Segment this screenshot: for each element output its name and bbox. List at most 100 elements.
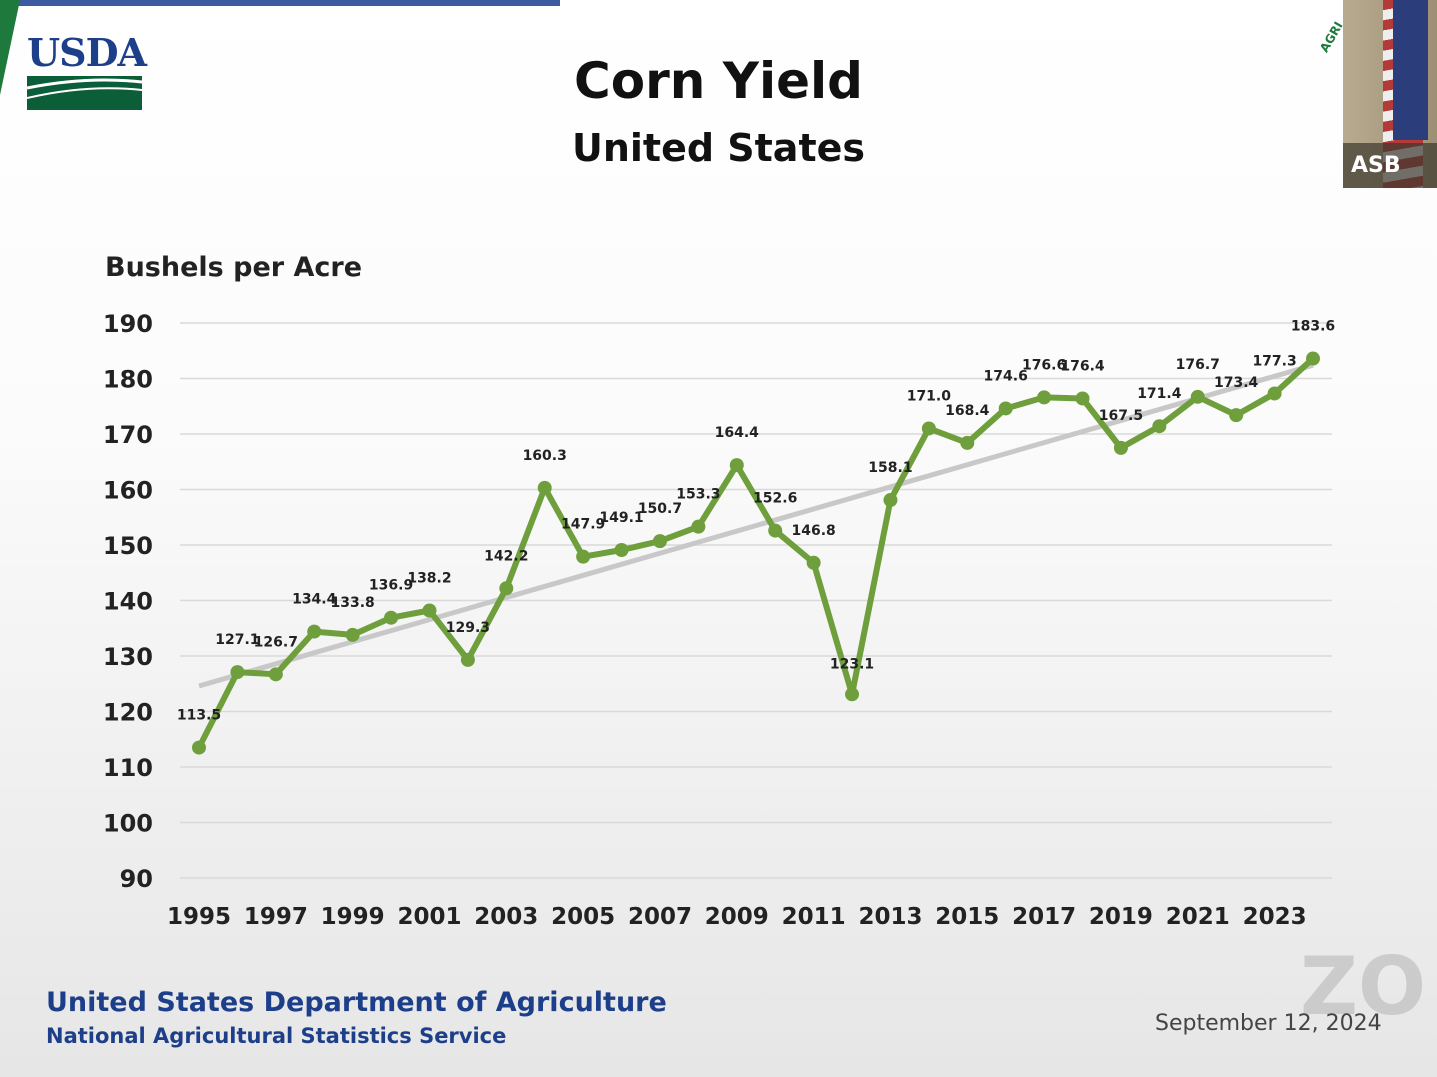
y-tick-label: 180 <box>103 366 153 394</box>
data-label: 126.7 <box>254 634 298 650</box>
data-label: 149.1 <box>599 510 643 526</box>
x-tick-label: 1995 <box>167 904 231 930</box>
data-label: 136.9 <box>369 578 413 594</box>
trend-line <box>198 362 1314 689</box>
x-tick-label: 2011 <box>782 904 846 930</box>
y-tick-label: 160 <box>103 477 153 505</box>
x-tick-label: 1997 <box>244 904 308 930</box>
data-label: 129.3 <box>446 620 490 636</box>
y-tick-label: 110 <box>103 754 153 782</box>
data-point <box>192 740 206 755</box>
x-tick-label: 1999 <box>321 904 385 930</box>
data-point <box>1190 389 1205 404</box>
data-label: 173.4 <box>1214 375 1259 391</box>
y-tick-label: 100 <box>103 810 153 838</box>
data-label: 134.4 <box>292 592 337 608</box>
data-point <box>1075 391 1090 406</box>
data-point <box>1037 390 1052 405</box>
y-tick-label: 170 <box>103 421 153 449</box>
top-accent-bar <box>0 0 560 6</box>
y-tick-label: 150 <box>103 532 153 560</box>
usda-logo: USDA <box>27 30 147 114</box>
x-tick-label: 2023 <box>1243 904 1307 930</box>
participant-name: ASB <box>1343 143 1437 188</box>
data-point <box>576 549 591 564</box>
x-tick-label: 2009 <box>705 904 769 930</box>
data-point <box>768 523 783 538</box>
y-tick-label: 140 <box>103 588 153 616</box>
data-point <box>499 581 514 596</box>
x-tick-label: 2021 <box>1166 904 1230 930</box>
footer-service: National Agricultural Statistics Service <box>46 1024 507 1048</box>
zoom-watermark: ZO <box>1300 940 1427 1033</box>
data-point <box>1152 419 1167 434</box>
data-label: 113.5 <box>177 708 221 724</box>
x-tick-label: 2001 <box>397 904 461 930</box>
data-point <box>268 667 283 682</box>
data-label: 153.3 <box>676 487 720 503</box>
data-label: 123.1 <box>830 656 874 672</box>
video-thumbnail[interactable]: ASB <box>1343 0 1437 188</box>
data-label: 176.6 <box>1022 357 1066 373</box>
data-label: 168.4 <box>945 403 990 419</box>
y-tick-label: 190 <box>103 310 153 338</box>
chart-title: Corn Yield <box>574 52 863 110</box>
data-point <box>1229 408 1244 423</box>
data-label: 177.3 <box>1252 353 1296 369</box>
data-label: 183.6 <box>1291 319 1335 335</box>
chart-subtitle: United States <box>571 126 866 170</box>
data-point <box>345 627 360 642</box>
data-point <box>691 519 706 534</box>
data-point <box>307 624 322 639</box>
logo-text: USDA <box>27 30 147 75</box>
data-label: 171.4 <box>1137 386 1182 402</box>
x-tick-label: 2005 <box>551 904 615 930</box>
data-label: 174.6 <box>984 368 1028 384</box>
data-point <box>652 534 667 549</box>
x-tick-label: 2007 <box>628 904 692 930</box>
data-label: 164.4 <box>715 425 760 441</box>
data-label: 158.1 <box>868 460 912 476</box>
green-accent <box>0 0 20 95</box>
footer-date: September 12, 2024 <box>1155 1011 1382 1036</box>
series-line <box>196 356 1316 749</box>
x-tick-label: 2019 <box>1089 904 1153 930</box>
data-label: 133.8 <box>331 595 375 611</box>
data-label: 176.7 <box>1176 357 1220 373</box>
data-label: 150.7 <box>638 501 682 517</box>
data-label: 127.1 <box>215 632 259 648</box>
x-tick-label: 2013 <box>858 904 922 930</box>
data-label: 146.8 <box>791 523 835 539</box>
data-label: 142.2 <box>484 548 528 564</box>
data-label: 167.5 <box>1099 408 1143 424</box>
data-label: 171.0 <box>907 388 952 404</box>
data-point <box>1113 440 1128 455</box>
data-label: 160.3 <box>523 448 567 464</box>
x-tick-label: 2017 <box>1012 904 1076 930</box>
y-axis-label: Bushels per Acre <box>105 252 363 283</box>
data-point <box>460 652 475 667</box>
y-tick-label: 120 <box>103 699 153 727</box>
data-point <box>384 610 399 625</box>
data-point <box>1267 386 1282 401</box>
data-point <box>921 421 936 436</box>
flag-canton <box>1393 0 1428 140</box>
data-label: 138.2 <box>407 570 451 586</box>
data-point <box>537 480 552 495</box>
x-tick-label: 2015 <box>935 904 999 930</box>
data-point <box>998 401 1013 416</box>
data-point <box>614 542 629 557</box>
data-point <box>960 435 975 450</box>
y-tick-label: 130 <box>103 643 153 671</box>
data-point <box>845 687 860 702</box>
data-point <box>729 458 744 473</box>
data-point <box>1306 351 1320 366</box>
data-label: 152.6 <box>753 491 797 507</box>
data-label: 176.4 <box>1060 358 1105 374</box>
data-label: 147.9 <box>561 517 605 533</box>
x-tick-label: 2003 <box>474 904 538 930</box>
footer-org: United States Department of Agriculture <box>46 987 667 1018</box>
logo-fields <box>27 76 142 110</box>
data-point <box>806 555 821 570</box>
